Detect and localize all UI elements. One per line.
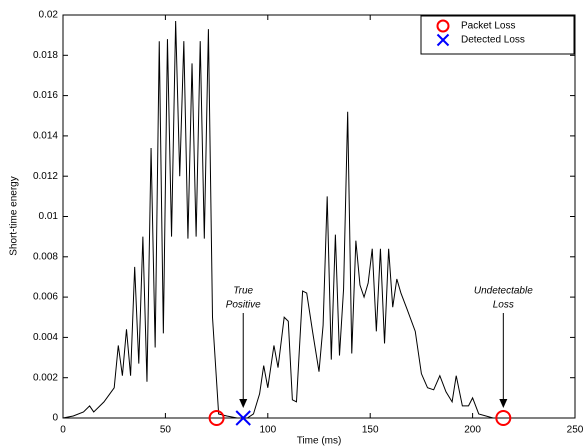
annotation-text: True xyxy=(233,286,253,297)
y-tick-label: 0.018 xyxy=(33,50,58,61)
marker-circle xyxy=(436,19,450,33)
y-tick-label: 0.01 xyxy=(39,211,59,222)
marker-x xyxy=(235,410,251,426)
annotation-arrowhead xyxy=(499,399,508,408)
annotation-text: Positive xyxy=(226,300,261,311)
y-tick-label: 0.006 xyxy=(33,292,58,303)
x-axis-label: Time (ms) xyxy=(297,436,342,447)
y-tick-label: 0.02 xyxy=(39,10,59,21)
y-tick-label: 0.002 xyxy=(33,372,58,383)
y-tick-label: 0.008 xyxy=(33,251,58,262)
y-tick-label: 0.004 xyxy=(33,332,58,343)
y-axis-label: Short-time energy xyxy=(9,176,20,255)
marker-x xyxy=(436,33,450,47)
x-tick-label: 0 xyxy=(60,425,66,436)
y-tick-label: 0.016 xyxy=(33,90,58,101)
x-tick-label: 100 xyxy=(259,425,276,436)
x-tick-label: 150 xyxy=(362,425,379,436)
marker-circle xyxy=(208,410,225,426)
annotation-text: Undetectable xyxy=(474,286,533,297)
x-tick-label: 200 xyxy=(464,425,481,436)
y-tick-label: 0.012 xyxy=(33,171,58,182)
marker-circle xyxy=(495,410,512,426)
legend-label: Detected Loss xyxy=(461,35,525,46)
data-line xyxy=(62,21,575,419)
x-tick-label: 50 xyxy=(160,425,172,436)
annotation-arrowhead xyxy=(239,399,248,408)
y-tick-label: 0.014 xyxy=(33,131,58,142)
annotation-text: Loss xyxy=(493,300,514,311)
y-tick-label: 0 xyxy=(52,413,58,424)
plot-area xyxy=(62,14,576,419)
legend-label: Packet Loss xyxy=(461,21,515,32)
x-tick-label: 250 xyxy=(567,425,584,436)
